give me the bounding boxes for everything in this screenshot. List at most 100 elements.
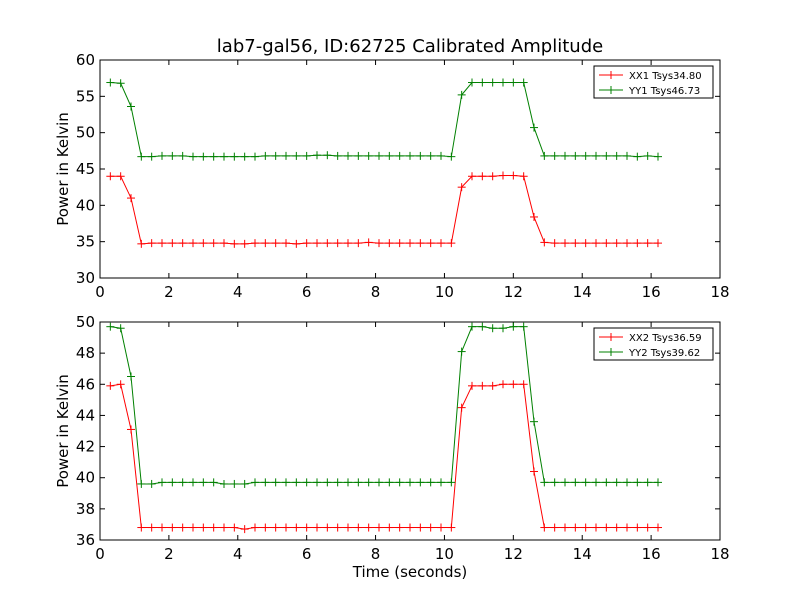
data-point xyxy=(406,239,414,248)
data-point xyxy=(571,478,580,487)
data-point xyxy=(375,151,383,160)
data-point xyxy=(344,151,352,160)
data-point xyxy=(313,523,321,532)
data-point xyxy=(282,478,290,487)
data-point xyxy=(385,151,394,160)
data-point xyxy=(592,151,600,160)
data-point xyxy=(313,151,321,160)
data-point xyxy=(333,523,342,532)
legend-label: YY2 Tsys39.62 xyxy=(628,348,700,359)
data-point xyxy=(416,151,425,160)
data-point xyxy=(509,322,518,331)
data-point xyxy=(137,523,146,532)
data-point xyxy=(571,523,580,532)
data-point xyxy=(364,151,373,160)
data-point xyxy=(106,322,115,331)
data-point xyxy=(643,478,652,487)
data-point xyxy=(209,239,218,248)
legend-entry: XX1 Tsys34.80 xyxy=(599,71,702,82)
data-point xyxy=(633,152,642,161)
data-point xyxy=(592,478,600,487)
data-point xyxy=(457,347,466,356)
data-point xyxy=(509,171,518,180)
data-point xyxy=(333,151,342,160)
data-point xyxy=(302,239,311,248)
data-point xyxy=(530,467,538,476)
data-point xyxy=(106,381,115,390)
data-point xyxy=(581,151,590,160)
series xyxy=(106,322,662,488)
data-point xyxy=(406,151,414,160)
data-point xyxy=(261,523,270,532)
data-point xyxy=(302,151,311,160)
data-point xyxy=(457,90,466,99)
data-point xyxy=(540,523,549,532)
series xyxy=(106,171,662,248)
data-point xyxy=(447,478,456,487)
data-point xyxy=(612,478,621,487)
data-point xyxy=(116,380,125,389)
data-point xyxy=(189,239,197,248)
x-tick-label: 2 xyxy=(164,545,174,563)
data-point xyxy=(158,239,166,248)
data-point xyxy=(292,239,301,248)
data-point xyxy=(323,151,332,160)
data-point xyxy=(116,172,125,181)
data-point xyxy=(271,239,280,248)
data-point xyxy=(406,523,414,532)
data-point xyxy=(478,78,487,87)
data-point xyxy=(220,523,228,532)
plot-frame xyxy=(99,59,721,279)
data-point xyxy=(395,478,404,487)
data-point xyxy=(395,239,404,248)
data-point xyxy=(426,478,435,487)
data-point xyxy=(654,152,662,161)
legend-entry: YY2 Tsys39.62 xyxy=(599,348,700,359)
legend-entry: YY1 Tsys46.73 xyxy=(599,86,700,97)
data-point xyxy=(251,152,259,161)
x-tick-label: 10 xyxy=(435,545,454,563)
y-axis-label: Power in Kelvin xyxy=(54,374,72,488)
data-point xyxy=(643,151,652,160)
data-point xyxy=(540,478,549,487)
legend-box xyxy=(593,65,714,99)
data-point xyxy=(437,478,445,487)
data-point xyxy=(261,239,270,248)
data-point xyxy=(271,523,280,532)
data-point xyxy=(178,478,187,487)
data-point xyxy=(468,172,476,181)
data-point xyxy=(302,478,311,487)
data-point xyxy=(168,151,177,160)
data-point xyxy=(499,78,507,87)
legend-box xyxy=(593,327,714,361)
data-point xyxy=(561,239,569,248)
data-point xyxy=(116,324,125,333)
data-point xyxy=(313,239,321,248)
data-point xyxy=(457,403,466,412)
data-point xyxy=(437,151,445,160)
data-point xyxy=(364,478,373,487)
data-point xyxy=(633,478,642,487)
data-point xyxy=(623,478,631,487)
data-point xyxy=(230,239,239,248)
data-point xyxy=(220,239,228,248)
data-point xyxy=(178,239,187,248)
x-tick-label: 0 xyxy=(95,545,105,563)
data-point xyxy=(612,239,621,248)
data-point xyxy=(602,151,611,160)
x-tick-label: 2 xyxy=(164,283,174,301)
data-point xyxy=(478,322,487,331)
data-point xyxy=(561,478,569,487)
data-point xyxy=(437,239,445,248)
data-point xyxy=(354,523,363,532)
data-point xyxy=(488,324,497,333)
data-point xyxy=(468,381,476,390)
data-point xyxy=(612,523,621,532)
data-point xyxy=(385,239,394,248)
data-point xyxy=(385,523,394,532)
x-tick-label: 6 xyxy=(302,545,312,563)
data-point xyxy=(643,523,652,532)
data-point xyxy=(240,152,249,161)
data-point xyxy=(209,152,218,161)
